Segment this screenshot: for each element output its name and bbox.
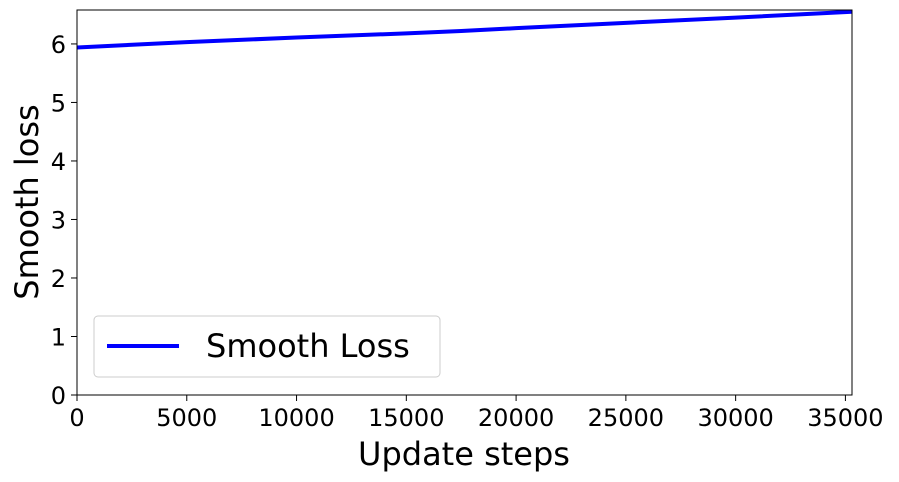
y-tick-label: 3 (51, 206, 66, 234)
legend-box (93, 315, 441, 378)
x-tick-label: 20000 (478, 404, 554, 432)
y-tick-label: 5 (51, 89, 66, 117)
x-tick-label: 35000 (807, 404, 883, 432)
x-tick-label: 25000 (588, 404, 664, 432)
x-axis-ticks: 0 5000 10000 15000 20000 25000 30000 35000 (69, 395, 884, 432)
legend-label-smooth-loss: Smooth Loss (206, 327, 410, 365)
x-tick-label: 15000 (368, 404, 444, 432)
plot-frame (76, 9, 853, 396)
x-axis-title: Update steps (358, 435, 570, 473)
series-layer (76, 9, 853, 50)
legend: Smooth Loss (93, 315, 441, 378)
y-tick-label: 1 (51, 323, 66, 351)
y-tick-label: 6 (51, 31, 66, 59)
x-tick-label: 10000 (258, 404, 334, 432)
x-tick-label: 0 (69, 404, 84, 432)
y-tick-label: 2 (51, 265, 66, 293)
y-axis-title: Smooth loss (8, 104, 46, 299)
y-tick-label: 0 (51, 382, 66, 410)
y-tick-label: 4 (51, 148, 66, 176)
x-tick-label: 5000 (156, 404, 217, 432)
series-line-0 (76, 9, 853, 50)
x-tick-label: 30000 (697, 404, 773, 432)
y-axis-ticks: 0 1 2 3 4 5 6 (51, 31, 77, 410)
